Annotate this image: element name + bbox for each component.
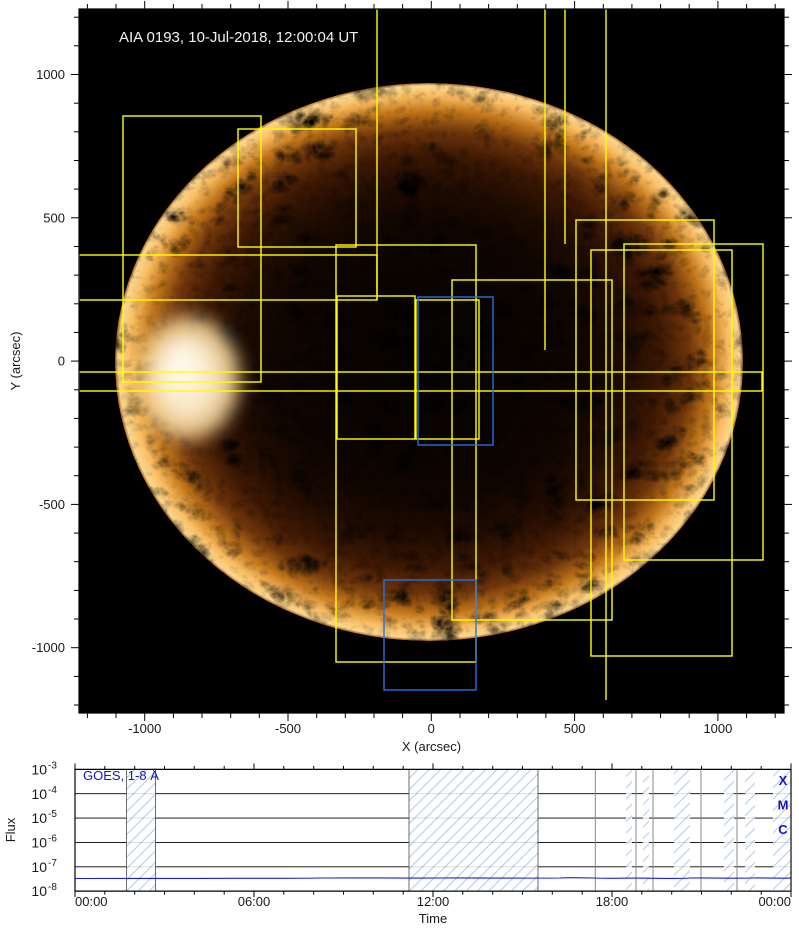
svg-text:Time: Time	[419, 911, 447, 926]
svg-text:Flux: Flux	[3, 817, 18, 842]
svg-text:0: 0	[428, 721, 435, 736]
svg-text:00:00: 00:00	[758, 894, 791, 909]
svg-text:12:00: 12:00	[417, 894, 450, 909]
svg-text:-4: -4	[48, 785, 57, 796]
svg-text:AIA 0193, 10-Jul-2018, 12:00:0: AIA 0193, 10-Jul-2018, 12:00:04 UT	[119, 29, 358, 46]
svg-text:1000: 1000	[703, 721, 732, 736]
svg-text:X: X	[779, 773, 788, 788]
svg-text:10: 10	[31, 786, 47, 802]
svg-text:-500: -500	[39, 497, 65, 512]
svg-text:-6: -6	[48, 834, 57, 845]
svg-text:10: 10	[31, 859, 47, 875]
svg-text:1000: 1000	[36, 67, 65, 82]
svg-text:Y (arcsec): Y (arcsec)	[8, 332, 23, 391]
svg-text:X (arcsec): X (arcsec)	[402, 739, 461, 754]
svg-text:-7: -7	[48, 858, 57, 869]
svg-text:10: 10	[31, 835, 47, 851]
svg-text:0: 0	[58, 354, 65, 369]
svg-text:18:00: 18:00	[596, 894, 629, 909]
svg-text:-1000: -1000	[128, 721, 161, 736]
svg-text:-1000: -1000	[32, 640, 65, 655]
svg-text:M: M	[778, 798, 789, 813]
svg-text:10: 10	[31, 883, 47, 899]
svg-text:00:00: 00:00	[75, 894, 108, 909]
svg-text:500: 500	[564, 721, 586, 736]
svg-text:10: 10	[31, 810, 47, 826]
svg-text:-3: -3	[48, 761, 57, 772]
svg-text:-500: -500	[275, 721, 301, 736]
svg-text:06:00: 06:00	[238, 894, 271, 909]
svg-text:500: 500	[43, 210, 65, 225]
svg-text:GOES, 1-8 Å: GOES, 1-8 Å	[83, 768, 159, 783]
svg-text:-8: -8	[48, 882, 57, 893]
svg-text:C: C	[778, 822, 788, 837]
svg-text:10: 10	[31, 762, 47, 778]
svg-text:-5: -5	[48, 809, 57, 820]
